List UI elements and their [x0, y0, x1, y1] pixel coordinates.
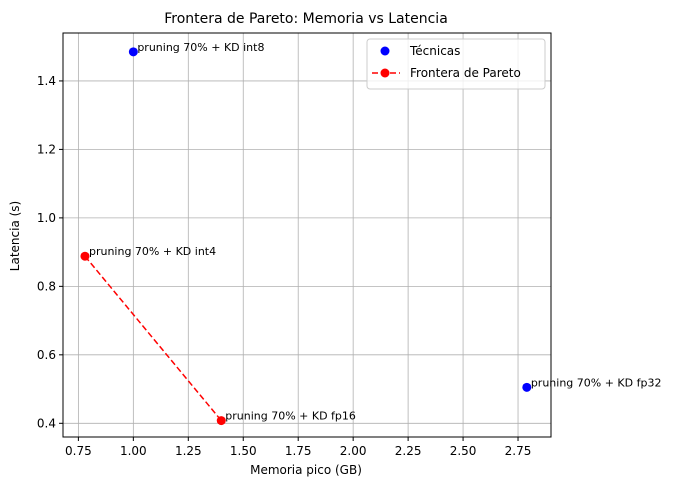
pareto-frontier-line [84, 255, 222, 422]
data-point [80, 251, 90, 261]
y-tick-label: 0.4 [37, 416, 56, 430]
legend-label-frontera: Frontera de Pareto [410, 66, 521, 80]
x-tick-label: 1.75 [285, 444, 312, 458]
plot-area-frame [62, 32, 552, 438]
x-axis-label: Memoria pico (GB) [250, 463, 362, 477]
legend-marker-tecnicas [380, 46, 390, 56]
data-point [522, 382, 532, 392]
legend-label-tecnicas: Técnicas [409, 44, 460, 58]
x-tick-label: 2.75 [505, 444, 532, 458]
legend-frame [366, 38, 546, 90]
axis-ticks: 0.75 1.00 1.25 1.50 1.75 2.00 2.25 2.50 2.75 0.4 0… [37, 74, 531, 458]
point-annotation: pruning 70% + KD int8 [137, 41, 264, 54]
y-tick-label: 0.6 [37, 348, 56, 362]
y-tick-label: 0.8 [37, 279, 56, 293]
x-tick-label: 1.25 [175, 444, 202, 458]
y-tick-label: 1.4 [37, 74, 56, 88]
x-tick-label: 2.00 [340, 444, 367, 458]
x-tick-label: 2.25 [395, 444, 422, 458]
data-series: pruning 70% + KD int8 pruning 70% + KD fp… [80, 41, 662, 426]
point-annotation: pruning 70% + KD fp32 [531, 376, 662, 389]
chart-legend: Técnicas Frontera de Pareto [366, 38, 546, 90]
x-tick-label: 1.00 [120, 444, 147, 458]
legend-marker-frontera [380, 68, 390, 78]
x-tick-label: 1.50 [230, 444, 257, 458]
x-tick-label: 2.50 [450, 444, 477, 458]
y-tick-label: 1.2 [37, 142, 56, 156]
y-tick-label: 1.0 [37, 211, 56, 225]
grid-lines [63, 33, 551, 437]
point-annotation: pruning 70% + KD fp16 [225, 410, 356, 423]
data-point [216, 416, 226, 426]
y-axis-label: Latencia (s) [8, 201, 22, 271]
point-annotation: pruning 70% + KD int4 [89, 245, 216, 258]
chart-title: Frontera de Pareto: Memoria vs Latencia [164, 11, 448, 27]
data-point [128, 47, 138, 57]
x-tick-label: 0.75 [65, 444, 92, 458]
